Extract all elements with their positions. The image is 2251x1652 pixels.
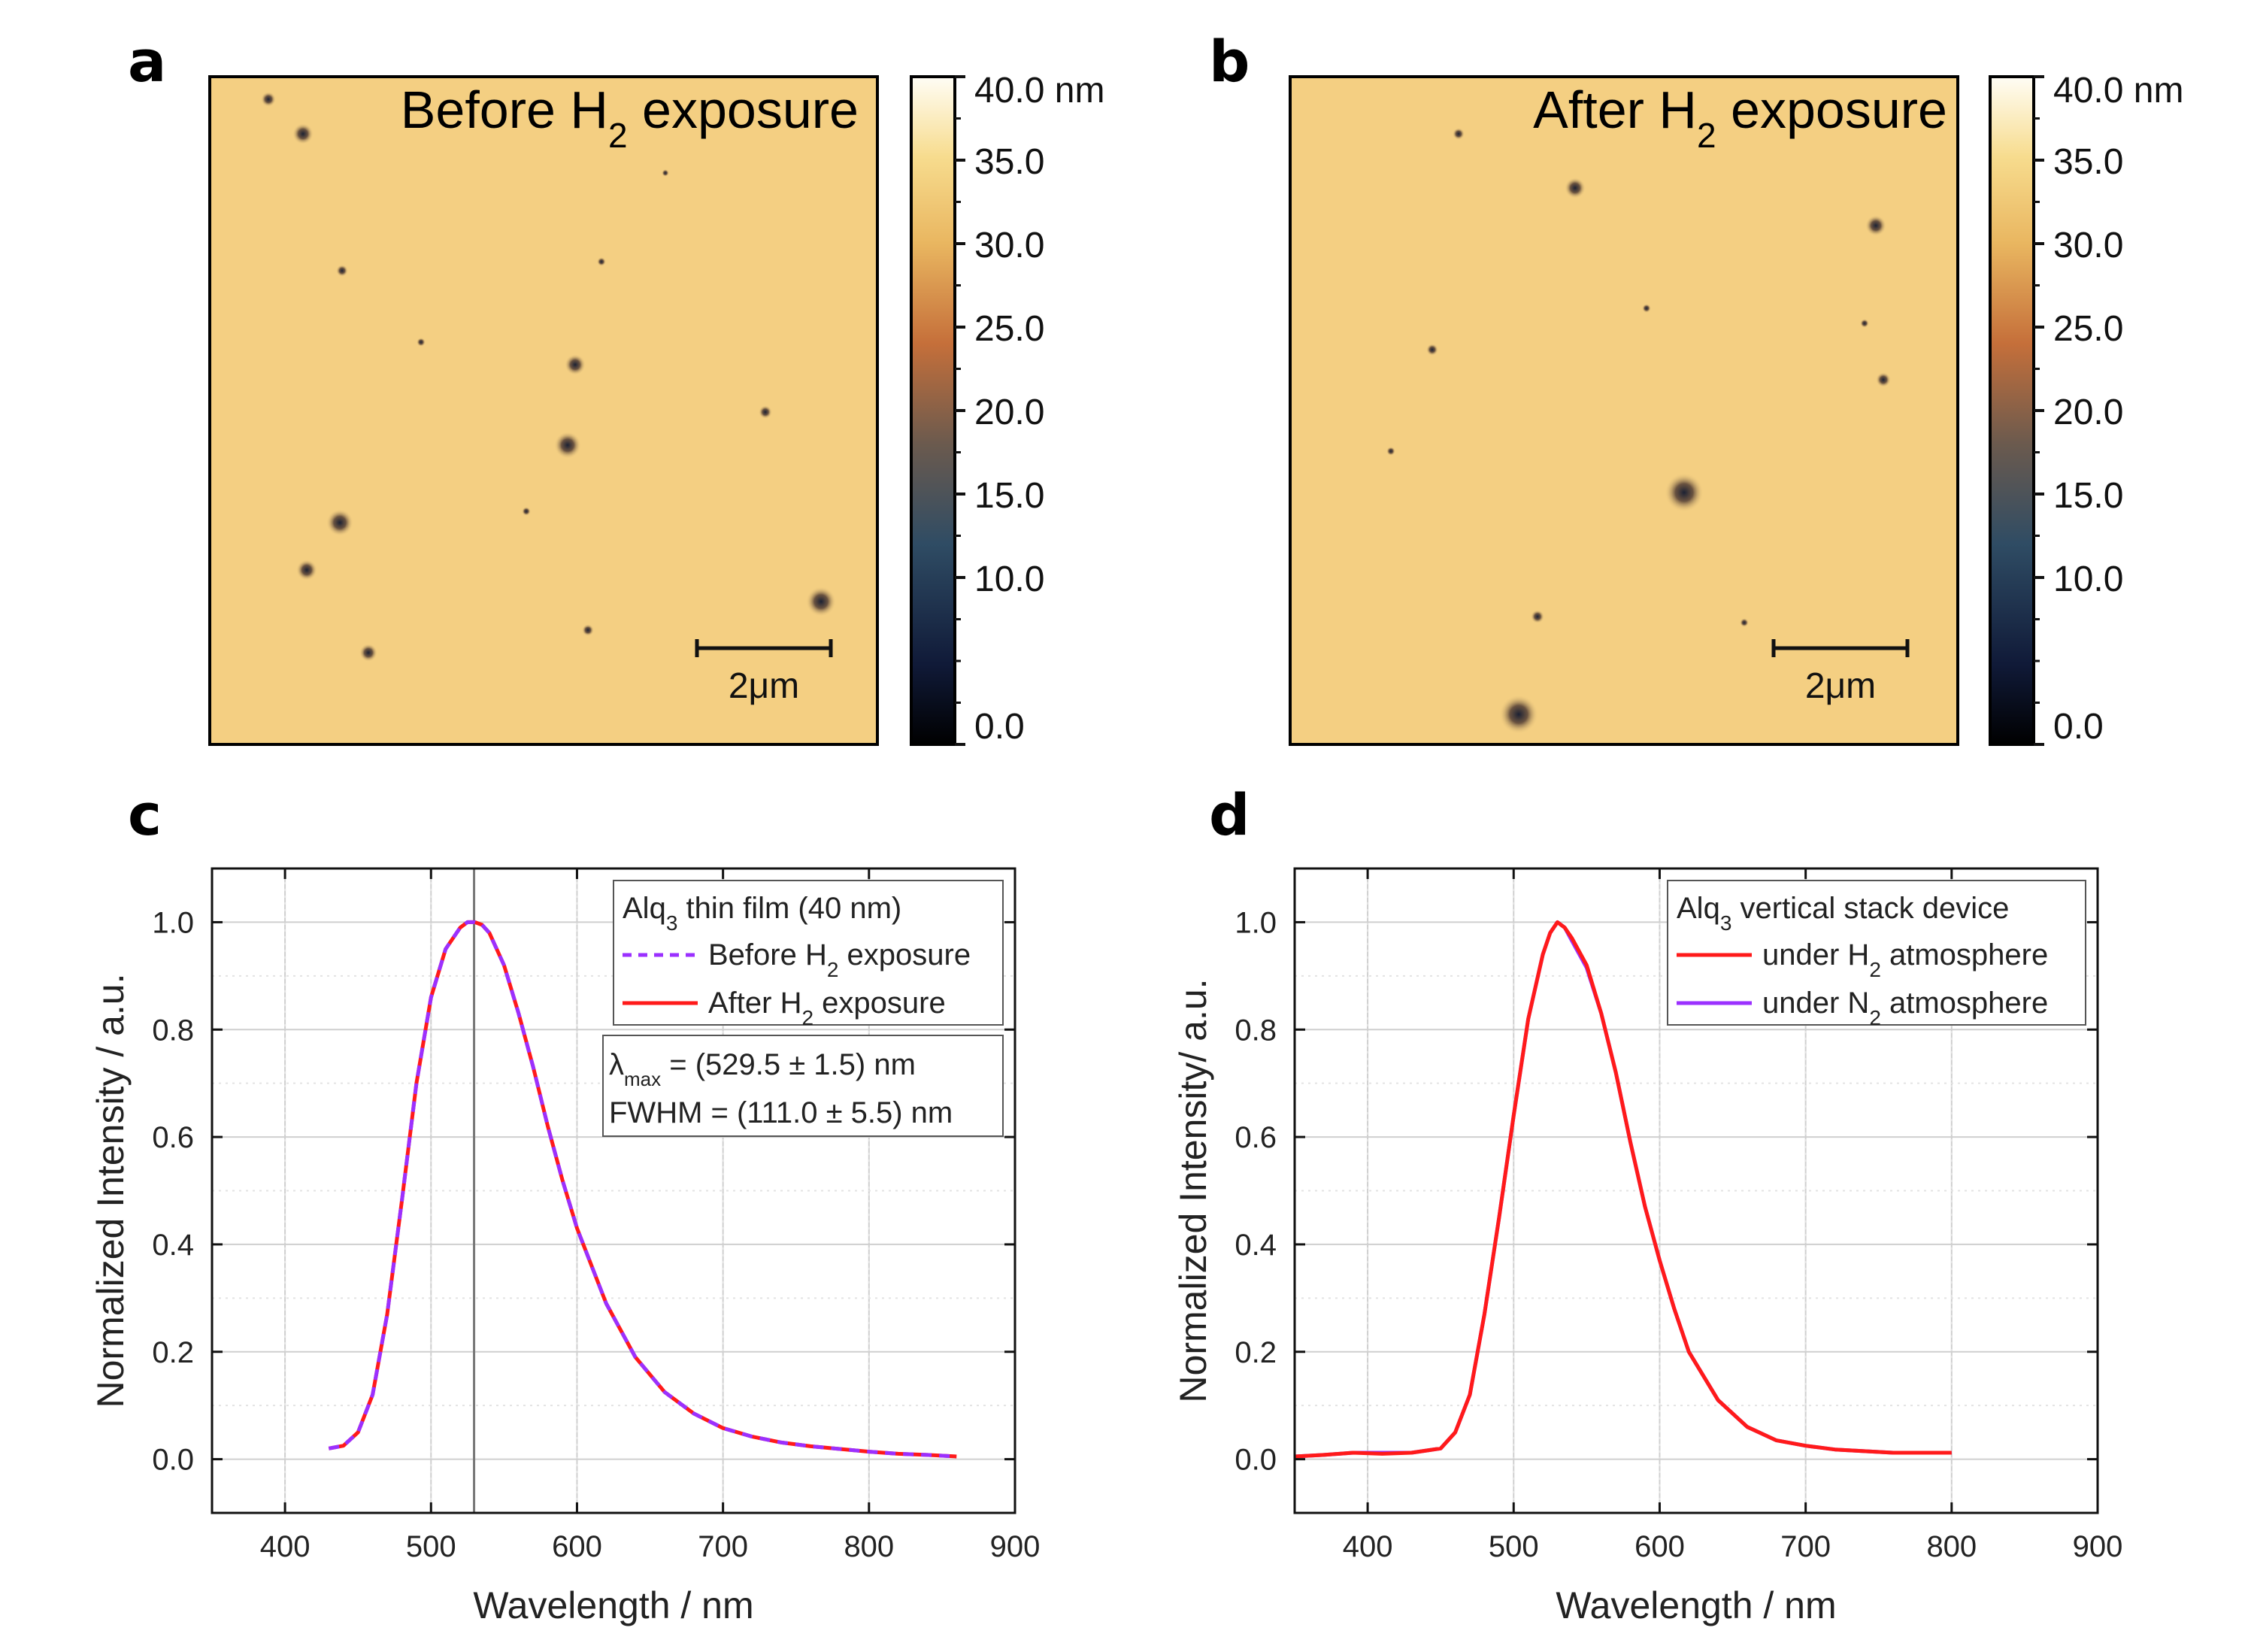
y-tick-label: 0.8 <box>1235 1014 1277 1047</box>
y-tick-label: 0.0 <box>1235 1444 1277 1477</box>
colorbar-tick-label: 10.0 <box>974 559 1044 599</box>
panel-a: a Before H2 exposure 2μm 40.0 <box>128 28 1104 747</box>
x-tick-label: 600 <box>1634 1530 1685 1563</box>
colorbar-b <box>1989 75 2035 746</box>
plot-frame <box>1293 867 2099 1514</box>
chart-d: 400 500 600 700 800 900 0.0 0.2 0.4 0.6 0.8 1.0 Wave… <box>1172 867 2123 1626</box>
panel-b: b After H2 exposure 2μm 40.0 nm 35.0 30.0 2… <box>1209 28 2183 747</box>
afm-defects-after <box>1386 128 1891 734</box>
annotation-box: λmax = (529.5 ± 1.5) nm FWHM = (111.0 ± 5… <box>602 1035 1004 1137</box>
series-line <box>1294 920 1952 1459</box>
x-tick-label: 900 <box>2073 1530 2123 1563</box>
plot-frame <box>211 867 1016 1514</box>
colorbar-ticks-b: 40.0 nm 35.0 30.0 25.0 20.0 15.0 10.0 0.0 <box>2034 71 2183 747</box>
x-tick-label: 500 <box>1489 1530 1539 1563</box>
afm-defects-before <box>261 92 836 662</box>
colorbar-tick-label: 30.0 <box>2053 226 2123 265</box>
legend-box <box>1667 880 2086 1026</box>
colorbar-tick-label: 15.0 <box>974 476 1044 516</box>
scale-bar-label-a: 2μm <box>729 666 799 706</box>
colorbar-tick-label: 20.0 <box>2053 393 2123 432</box>
colorbar-tick-label: 20.0 <box>974 393 1044 432</box>
y-tick-label: 1.0 <box>152 906 194 939</box>
colorbar-tick-label: 35.0 <box>974 142 1044 182</box>
colorbar-tick-label: 15.0 <box>2053 476 2123 516</box>
x-tick-label: 800 <box>844 1530 894 1563</box>
colorbar-tick-label: 10.0 <box>2053 559 2123 599</box>
afm-image-after <box>1289 75 1959 746</box>
colorbar-tick-label: 35.0 <box>2053 142 2123 182</box>
colorbar-tick-label: 40.0 nm <box>2053 71 2183 111</box>
y-tick-label: 1.0 <box>1235 906 1277 939</box>
colorbar-tick-label: 30.0 <box>974 226 1044 265</box>
panel-c: c 400 500 600 700 800 900 0.0 0.2 0.4 0.6 0.8 1.0 Wa… <box>89 781 1040 1626</box>
colorbar-tick-label: 0.0 <box>2053 707 2104 747</box>
colorbar-a <box>910 75 956 746</box>
panel-letter-b: b <box>1209 28 1250 95</box>
chart-c: 400 500 600 700 800 900 0.0 0.2 0.4 0.6 0.8 1.0 Wave… <box>89 867 1041 1626</box>
y-axis-label: Normalized Intensity / a.u. <box>89 973 132 1408</box>
legend-box <box>613 880 1004 1026</box>
afm-title-after: After H2 exposure <box>1533 80 1947 155</box>
afm-title-before: Before H2 exposure <box>401 80 859 155</box>
colorbar-tick-label: 25.0 <box>974 309 1044 349</box>
panel-letter-a: a <box>128 28 166 95</box>
series-line <box>328 920 957 1459</box>
scale-bar-label-b: 2μm <box>1805 666 1876 706</box>
x-tick-label: 700 <box>1780 1530 1831 1563</box>
x-tick-label: 800 <box>1926 1530 1977 1563</box>
legend-entry: under N2 atmosphere <box>1762 987 2048 1029</box>
scale-bar-b: 2μm <box>1771 639 1910 706</box>
x-axis-label: Wavelength / nm <box>473 1584 753 1626</box>
x-tick-label: 400 <box>260 1530 311 1563</box>
y-tick-label: 0.6 <box>1235 1121 1277 1154</box>
y-axis-label: Normalized Intensity/ a.u. <box>1172 978 1214 1402</box>
panel-letter-c: c <box>128 781 162 848</box>
annotation-frame <box>602 1035 1004 1137</box>
x-tick-label: 400 <box>1343 1530 1393 1563</box>
colorbar-ticks-a: 40.0 nm 35.0 30.0 25.0 20.0 15.0 10.0 0.0 <box>955 71 1104 747</box>
colorbar-tick-label: 40.0 nm <box>974 71 1104 111</box>
panel-letter-d: d <box>1209 781 1250 848</box>
y-tick-label: 0.6 <box>152 1121 194 1154</box>
x-tick-label: 900 <box>990 1530 1041 1563</box>
y-tick-label: 0.0 <box>152 1444 194 1477</box>
colorbar-tick-label: 0.0 <box>974 707 1025 747</box>
x-tick-label: 700 <box>698 1530 748 1563</box>
afm-image-before <box>208 75 879 746</box>
legend: Alq3 thin film (40 nm)Before H2 exposure… <box>613 880 1004 1029</box>
legend-title: Alq3 thin film (40 nm) <box>623 892 901 935</box>
x-axis-label: Wavelength / nm <box>1556 1584 1836 1626</box>
scale-bar-a: 2μm <box>695 639 833 706</box>
legend-title: Alq3 vertical stack device <box>1677 892 2009 935</box>
legend-entry: under H2 atmosphere <box>1762 938 2048 981</box>
colorbar-tick-label: 25.0 <box>2053 309 2123 349</box>
y-tick-label: 0.2 <box>152 1336 194 1369</box>
x-tick-label: 600 <box>552 1530 602 1563</box>
y-tick-label: 0.2 <box>1235 1336 1277 1369</box>
y-tick-label: 0.4 <box>1235 1229 1277 1262</box>
x-tick-label: 500 <box>406 1530 456 1563</box>
legend-entry: Before H2 exposure <box>708 938 971 981</box>
panel-d: d 400 500 600 700 800 900 0.0 0.2 0.4 0.6 0.8 1.0 Wa… <box>1172 781 2122 1626</box>
legend-entry: After H2 exposure <box>708 987 946 1029</box>
annotation-lambda-max: λmax = (529.5 ± 1.5) nm <box>609 1048 916 1090</box>
annotation-fwhm: FWHM = (111.0 ± 5.5) nm <box>609 1096 953 1129</box>
y-tick-label: 0.8 <box>152 1014 194 1047</box>
y-tick-label: 0.4 <box>152 1229 194 1262</box>
